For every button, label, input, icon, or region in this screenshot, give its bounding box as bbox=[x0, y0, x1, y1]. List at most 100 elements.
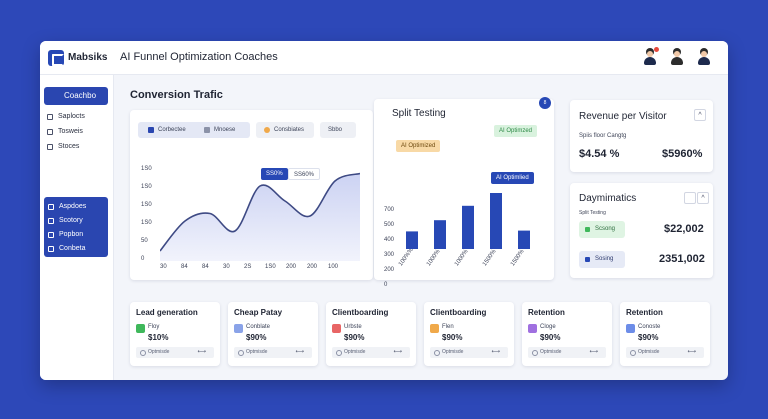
metric-footer[interactable]: Optmisde ⟷ bbox=[430, 347, 508, 358]
tab-label: Corbectee bbox=[158, 127, 186, 133]
x-tick-label: 100 bbox=[328, 264, 339, 270]
metric-footer-label: Optmisde bbox=[246, 349, 268, 355]
avatar-user-3[interactable] bbox=[695, 47, 713, 65]
page-title: AI Funnel Optimization Coaches bbox=[120, 51, 278, 63]
dynamics-row1-chip[interactable]: Scsong bbox=[579, 221, 625, 238]
tab-corbectee[interactable]: Corbectee bbox=[140, 122, 190, 138]
tooltip-b: SS60% bbox=[288, 168, 321, 180]
x-tick-label: 84 bbox=[202, 264, 209, 270]
avatar-user-1[interactable] bbox=[641, 47, 659, 65]
tab-group bbox=[138, 122, 250, 138]
y-tick-label: 1S0 bbox=[141, 166, 152, 172]
bar[interactable] bbox=[434, 220, 446, 249]
metric-value: $90% bbox=[638, 333, 659, 342]
revenue-title: Revenue per Visitor bbox=[579, 111, 667, 122]
sidebar-item-label: Tosweis bbox=[58, 128, 83, 135]
sidebar-item-label: Coachbo bbox=[64, 91, 97, 100]
sidebar-item-7[interactable]: Conbeta bbox=[48, 243, 85, 255]
y-tick-label: 400 bbox=[384, 237, 395, 243]
metric-card[interactable]: Clientboarding Flen $90% Optmisde ⟷ bbox=[424, 302, 514, 366]
arrows-icon: ⟷ bbox=[197, 349, 206, 355]
metric-card[interactable]: Retention Cloge $90% Optmisde ⟷ bbox=[522, 302, 612, 366]
x-tick-label: 30 bbox=[223, 264, 230, 270]
revenue-value-left: $4.54 % bbox=[579, 148, 620, 160]
split-testing-card: Split Testing AI Optimzed AI Optimized A… bbox=[374, 97, 554, 288]
dynamics-row2-chip[interactable]: Sosing bbox=[579, 251, 625, 268]
collapse-button[interactable]: ^ bbox=[694, 109, 706, 121]
sidebar-item-6[interactable]: Popbon bbox=[48, 229, 83, 241]
metric-card[interactable]: Clientboarding Urbste $90% Optmisde ⟷ bbox=[326, 302, 416, 366]
metric-footer-label: Optmisde bbox=[148, 349, 170, 355]
x-tick-label: 1500% bbox=[482, 248, 498, 268]
y-tick-label: 1S0 bbox=[141, 202, 152, 208]
avatar-user-2[interactable] bbox=[668, 47, 686, 65]
brand-name: Mabsiks bbox=[68, 52, 108, 63]
metric-footer[interactable]: Optmisde ⟷ bbox=[528, 347, 606, 358]
metric-tag-icon bbox=[626, 324, 635, 333]
sidebar-item-coaches[interactable]: Coachbo bbox=[44, 87, 108, 105]
metric-footer-label: Optmisde bbox=[638, 349, 660, 355]
metric-title: Retention bbox=[528, 308, 565, 317]
metric-footer[interactable]: Optmisde ⟷ bbox=[332, 347, 410, 358]
expand-button[interactable] bbox=[684, 192, 696, 204]
sidebar-item-3[interactable]: Stoces bbox=[47, 141, 79, 153]
metric-footer[interactable]: Optmisde ⟷ bbox=[136, 347, 214, 358]
metric-footer[interactable]: Optmisde ⟷ bbox=[234, 347, 312, 358]
trend-icon bbox=[585, 257, 590, 262]
y-tick-label: 0 bbox=[384, 282, 388, 288]
metric-title: Lead generation bbox=[136, 308, 198, 317]
tab-label: Consbiates bbox=[274, 127, 305, 133]
sidebar-item-label: Aspdoes bbox=[59, 203, 87, 210]
x-tick-label: 200 bbox=[307, 264, 318, 270]
metric-footer-label: Optmisde bbox=[540, 349, 562, 355]
sidebar-item-4[interactable]: Aspdoes bbox=[48, 201, 86, 213]
y-tick-label: 1S0 bbox=[141, 220, 152, 226]
metric-tag: Conblate bbox=[246, 324, 271, 330]
sidebar-item-label: Stoces bbox=[58, 143, 80, 150]
metric-title: Retention bbox=[626, 308, 663, 317]
box-icon bbox=[48, 246, 54, 252]
x-tick-label: 1000% bbox=[426, 248, 442, 268]
x-tick-label: 2S bbox=[244, 264, 252, 270]
sidebar-item-1[interactable]: Saplocts bbox=[47, 111, 85, 123]
metric-footer[interactable]: Optmisde ⟷ bbox=[626, 347, 704, 358]
sidebar-item-2[interactable]: Tosweis bbox=[47, 126, 83, 138]
ai-optimized-badge-orange: AI Optimized bbox=[396, 140, 441, 152]
metric-card[interactable]: Lead generation Floy $10% Optmisde ⟷ bbox=[130, 302, 220, 366]
sidebar-item-label: Popbon bbox=[59, 231, 84, 238]
x-tick-label: 100%% bbox=[398, 247, 415, 268]
bar[interactable] bbox=[490, 193, 502, 249]
dynamics-title: Daymimatics bbox=[579, 193, 637, 204]
top-bar: Mabsiks AI Funnel Optimization Coaches bbox=[40, 41, 728, 75]
metric-footer-label: Optmisde bbox=[442, 349, 464, 355]
metric-card[interactable]: Retention Conoste $90% Optmisde ⟷ bbox=[620, 302, 710, 366]
y-tick-label: 500 bbox=[384, 222, 395, 228]
tab-sbbo[interactable]: Sbbo bbox=[320, 122, 356, 138]
chip-label: Scsong bbox=[595, 226, 616, 232]
bar[interactable] bbox=[518, 230, 530, 249]
conversion-card: Corbectee Mnoese Consbiates Sbbo SS0% SS… bbox=[130, 110, 373, 280]
metric-tag: Flen bbox=[442, 324, 454, 330]
bar[interactable] bbox=[406, 231, 418, 249]
ai-optimized-badge-green: AI Optimzed bbox=[494, 125, 538, 137]
app-window: Mabsiks AI Funnel Optimization Coaches C… bbox=[40, 41, 728, 380]
y-tick-label: 0 bbox=[141, 256, 145, 262]
sidebar-item-5[interactable]: Scotory bbox=[48, 215, 83, 227]
tab-consbiates[interactable]: Consbiates bbox=[256, 122, 314, 138]
bar[interactable] bbox=[462, 205, 474, 249]
metric-tag-icon bbox=[430, 324, 439, 333]
dynamics-card: Daymimatics ^ Split Testing Scsong $22,0… bbox=[570, 183, 713, 278]
logo-icon bbox=[48, 50, 64, 66]
up-icon bbox=[585, 227, 590, 232]
tooltip-a: SS0% bbox=[261, 168, 288, 180]
home-icon bbox=[148, 127, 154, 133]
collapse-button[interactable]: ^ bbox=[697, 192, 709, 204]
circle-icon bbox=[264, 127, 270, 133]
notification-badge[interactable]: 8 bbox=[539, 97, 551, 109]
arrows-icon: ⟷ bbox=[491, 349, 500, 355]
bar-chart bbox=[406, 193, 530, 249]
box-icon bbox=[48, 232, 54, 238]
tab-mnoese[interactable]: Mnoese bbox=[196, 122, 246, 138]
split-title: Split Testing bbox=[392, 108, 446, 119]
metric-card[interactable]: Cheap Patay Conblate $90% Optmisde ⟷ bbox=[228, 302, 318, 366]
